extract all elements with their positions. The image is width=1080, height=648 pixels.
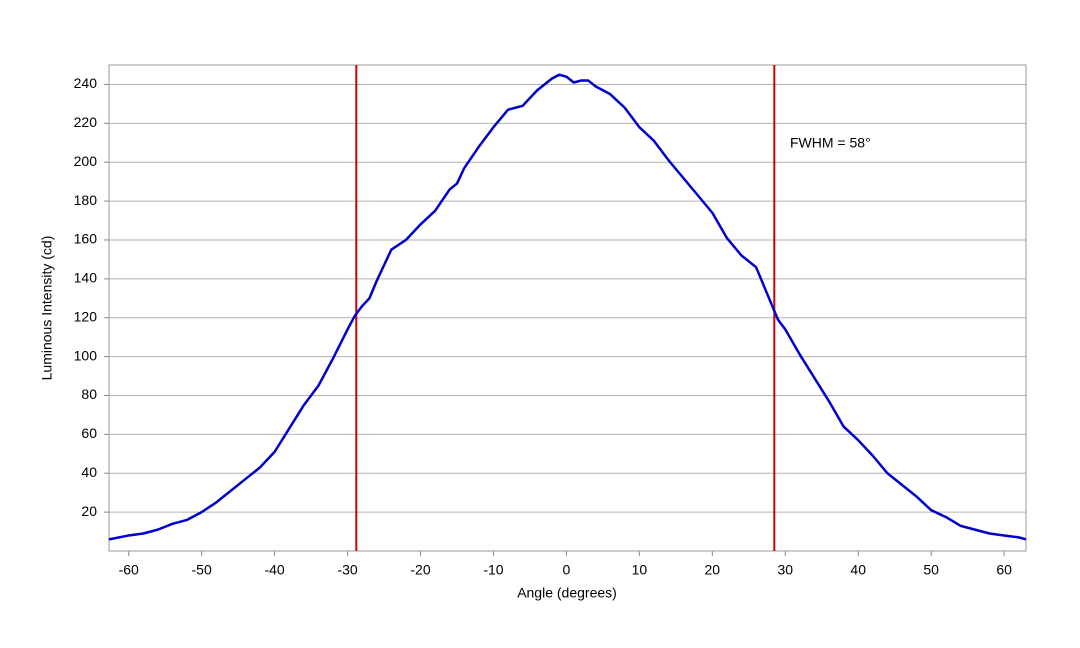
x-tick-label: -60: [119, 562, 139, 578]
x-tick-label: 30: [777, 562, 793, 578]
y-tick-label: 240: [74, 75, 98, 91]
y-tick-label: 20: [81, 503, 97, 519]
y-axis-label: Luminous Intensity (cd): [39, 236, 55, 381]
y-tick-label: 100: [74, 347, 98, 363]
plot-frame: [108, 64, 1027, 552]
y-tick-label: 80: [81, 386, 97, 402]
data-line: [108, 73, 1027, 541]
x-tick-label: 50: [923, 562, 939, 578]
x-tick-label: -50: [192, 562, 212, 578]
y-tick-label: 200: [74, 153, 98, 169]
y-tick-label: 220: [74, 114, 98, 130]
x-tick-label: 60: [996, 562, 1012, 578]
x-tick-label: -40: [264, 562, 284, 578]
x-tick-label: 40: [850, 562, 866, 578]
annotation: FWHM = 58°: [790, 135, 871, 151]
y-tick-label: 160: [74, 231, 98, 247]
x-tick-label: -10: [483, 562, 503, 578]
y-tick-label: 120: [74, 308, 98, 324]
y-tick-label: 40: [81, 464, 97, 480]
x-axis-label: Angle (degrees): [517, 585, 617, 601]
x-tick-label: 10: [632, 562, 648, 578]
y-tick-label: 180: [74, 192, 98, 208]
x-tick-label: 20: [705, 562, 721, 578]
x-tick-label: 0: [563, 562, 571, 578]
x-tick-label: -20: [410, 562, 430, 578]
x-tick-label: -30: [337, 562, 357, 578]
y-tick-label: 60: [81, 425, 97, 441]
y-tick-label: 140: [74, 270, 98, 286]
